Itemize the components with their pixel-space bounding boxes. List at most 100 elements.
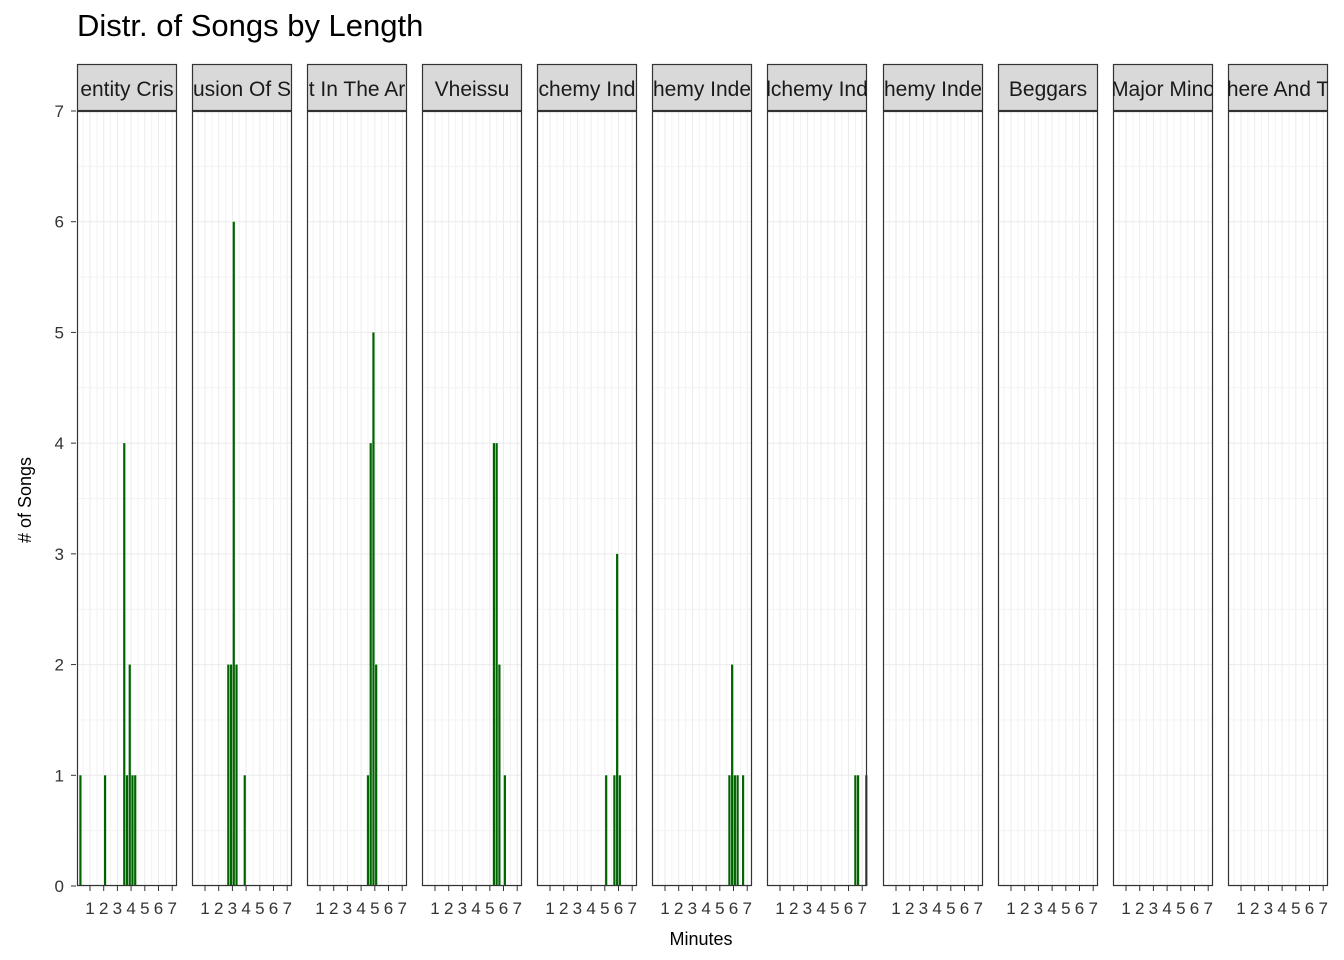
x-tick-label: 2: [1250, 899, 1259, 918]
x-tick-label: 7: [1203, 899, 1212, 918]
bar: [243, 775, 246, 886]
x-tick-label: 4: [241, 899, 250, 918]
x-tick-label: 3: [228, 899, 237, 918]
facet-strip: [882, 63, 984, 112]
facet-strip: [1112, 63, 1214, 112]
x-tick-label: 1: [775, 899, 784, 918]
bar: [618, 775, 621, 886]
x-tick-label: 5: [1176, 899, 1185, 918]
x-tick-label: 6: [1075, 899, 1084, 918]
facet-panel: entity Cris 1 2 3 4 5 6 7: [76, 63, 178, 918]
bar: [731, 664, 734, 886]
bar: [375, 664, 378, 886]
x-tick-label: 5: [485, 899, 494, 918]
y-tick-label: 0: [55, 877, 64, 896]
panel-border: [651, 110, 753, 887]
x-tick-label: 2: [1020, 899, 1029, 918]
x-tick-label: 7: [627, 899, 636, 918]
bar: [503, 775, 506, 886]
facet-panel: chemy Ind 1 2 3 4 5 6 7: [536, 63, 638, 918]
bar: [495, 443, 498, 886]
y-axis-title: # of Songs: [15, 457, 35, 543]
x-tick-label: 6: [499, 899, 508, 918]
x-tick-label: 4: [1047, 899, 1056, 918]
bar: [131, 775, 134, 886]
x-tick-label: 6: [1305, 899, 1314, 918]
y-tick-label: 5: [55, 323, 64, 342]
facet-strip-label: t In The Ar: [309, 78, 406, 101]
x-tick-label: 5: [255, 899, 264, 918]
x-tick-label: 3: [1034, 899, 1043, 918]
x-tick-label: 3: [919, 899, 928, 918]
y-tick-label: 2: [55, 656, 64, 675]
y-tick-label: 7: [55, 102, 64, 121]
y-tick-label: 3: [55, 545, 64, 564]
bar: [616, 553, 619, 886]
facet-strip-label: usion Of S: [193, 78, 291, 101]
bar: [123, 443, 126, 886]
panel-border: [766, 110, 868, 887]
x-tick-label: 2: [329, 899, 338, 918]
facet-strip: [651, 63, 753, 112]
x-tick-label: 1: [85, 899, 94, 918]
facet-strip-label: here And T: [1227, 78, 1330, 101]
facet-panel: Major Mino 1 2 3 4 5 6 7: [1112, 63, 1214, 918]
bar: [128, 664, 131, 886]
panel-border: [882, 110, 984, 887]
x-tick-label: 3: [803, 899, 812, 918]
x-tick-label: 6: [1190, 899, 1199, 918]
x-tick-label: 4: [471, 899, 480, 918]
bar: [134, 775, 137, 886]
x-tick-label: 5: [140, 899, 149, 918]
facet-strip: [421, 63, 523, 112]
facet-panel: Beggars 1 2 3 4 5 6 7: [997, 63, 1099, 918]
x-tick-label: 5: [1061, 899, 1070, 918]
x-axis-title: Minutes: [669, 929, 732, 949]
x-tick-label: 5: [370, 899, 379, 918]
x-tick-label: 5: [1291, 899, 1300, 918]
x-tick-label: 7: [167, 899, 176, 918]
bar: [742, 775, 745, 886]
bar: [232, 221, 235, 886]
facet-strip: [536, 63, 638, 112]
x-tick-label: 7: [512, 899, 521, 918]
x-tick-label: 1: [660, 899, 669, 918]
facet-panel: usion Of S 1 2 3 4 5 6 7: [191, 63, 293, 918]
y-tick-label: 1: [55, 766, 64, 785]
facet-strip-label: Vheissu: [435, 78, 510, 101]
x-tick-label: 3: [688, 899, 697, 918]
x-tick-label: 5: [946, 899, 955, 918]
facet-strip-label: Beggars: [1009, 78, 1087, 101]
bar: [613, 775, 616, 886]
x-tick-label: 4: [816, 899, 825, 918]
x-tick-label: 1: [1006, 899, 1015, 918]
x-tick-label: 7: [397, 899, 406, 918]
x-tick-label: 4: [126, 899, 135, 918]
facet-strip-label: hemy Inde: [884, 78, 982, 101]
bar: [366, 775, 370, 886]
facet-strip: [1227, 63, 1329, 112]
bar: [372, 332, 375, 886]
bar: [736, 775, 739, 886]
x-tick-label: 3: [343, 899, 352, 918]
x-tick-label: 6: [960, 899, 969, 918]
x-tick-label: 2: [559, 899, 568, 918]
panel-border: [536, 110, 638, 887]
x-tick-label: 1: [200, 899, 209, 918]
x-tick-label: 4: [586, 899, 595, 918]
x-tick-label: 6: [154, 899, 163, 918]
x-tick-label: 7: [1318, 899, 1327, 918]
x-tick-label: 7: [282, 899, 291, 918]
facet-strip-label: hemy Inde: [653, 78, 751, 101]
x-tick-label: 3: [458, 899, 467, 918]
panel-border: [1227, 110, 1329, 887]
x-tick-label: 2: [905, 899, 914, 918]
facet-panel: t In The Ar 1 2 3 4 5 6 7: [306, 63, 408, 918]
x-tick-label: 7: [857, 899, 866, 918]
x-tick-label: 4: [1277, 899, 1286, 918]
y-axis: 0 1 2 3 4 5 6 7: [55, 102, 76, 896]
x-tick-label: 2: [99, 899, 108, 918]
x-tick-label: 4: [356, 899, 365, 918]
